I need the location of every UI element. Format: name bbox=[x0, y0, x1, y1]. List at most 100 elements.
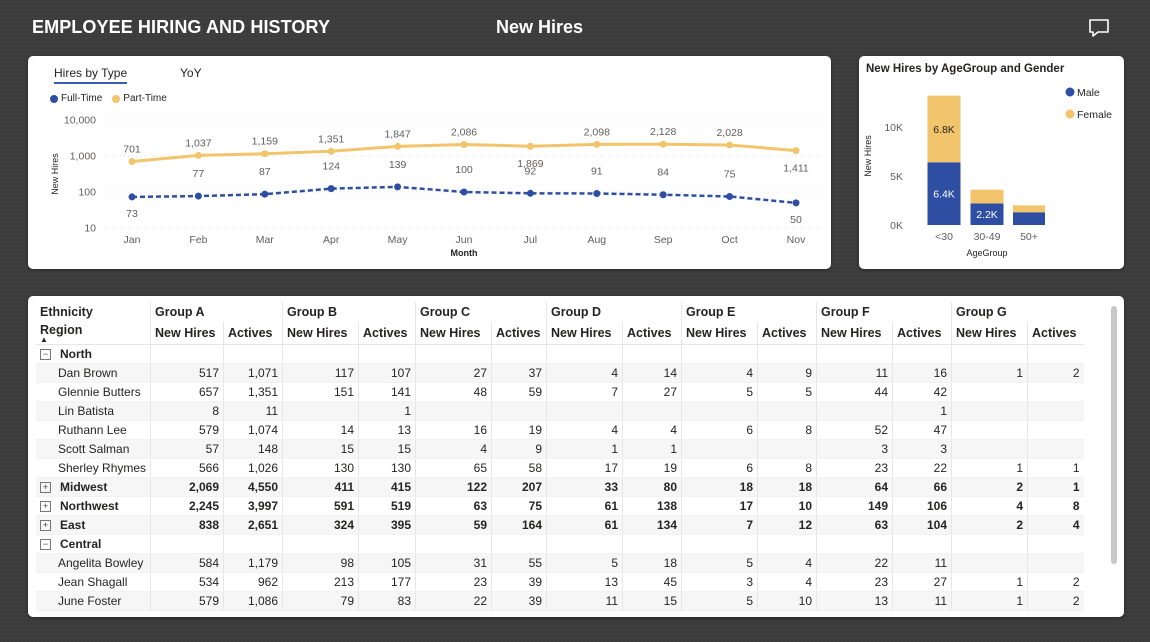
expand-icon[interactable]: + bbox=[40, 482, 51, 494]
data-point-full-time bbox=[792, 199, 800, 207]
bar-segment-male bbox=[927, 162, 961, 225]
data-point-part-time bbox=[792, 147, 800, 155]
tab-hires-by-type[interactable]: Hires by Type bbox=[54, 66, 128, 84]
legend-item-part-time[interactable]: Part-Time bbox=[112, 93, 167, 104]
table-cell: 3 bbox=[681, 572, 758, 592]
table-cell: 22 bbox=[892, 458, 952, 478]
column-header-measure[interactable]: Actives bbox=[358, 322, 416, 345]
column-header-measure[interactable]: Actives bbox=[223, 322, 283, 345]
table-cell bbox=[951, 439, 1028, 459]
table-cell: 411 bbox=[282, 477, 359, 497]
table-cell bbox=[816, 344, 893, 364]
bar-segment-female bbox=[927, 95, 961, 163]
data-label-part-time: 1,869 bbox=[517, 158, 543, 170]
table-cell: 117 bbox=[282, 363, 359, 383]
table-cell: 106 bbox=[892, 496, 952, 516]
data-point-part-time bbox=[194, 151, 202, 159]
column-header-measure[interactable]: Actives bbox=[757, 322, 817, 345]
table-cell bbox=[1027, 553, 1084, 573]
table-cell: 27 bbox=[892, 572, 952, 592]
table-cell: 141 bbox=[358, 382, 416, 402]
x-tick-label: Apr bbox=[323, 234, 340, 246]
column-header-measure[interactable]: New Hires bbox=[816, 322, 893, 345]
expand-icon[interactable]: + bbox=[40, 520, 51, 532]
table-cell: 1 bbox=[358, 401, 416, 421]
table-cell: 1,179 bbox=[223, 553, 283, 573]
table-cell: 37 bbox=[491, 363, 547, 383]
column-header-ethnicity[interactable]: Ethnicity bbox=[40, 305, 93, 319]
table-cell: 55 bbox=[491, 553, 547, 573]
column-header-measure[interactable]: Actives bbox=[622, 322, 682, 345]
column-header-measure[interactable]: New Hires bbox=[282, 322, 359, 345]
table-cell bbox=[415, 534, 492, 554]
column-header-group[interactable]: Group D bbox=[546, 302, 682, 322]
table-cell: 2,069 bbox=[150, 477, 224, 497]
row-header-region[interactable]: + Northwest bbox=[36, 496, 151, 516]
vertical-scrollbar[interactable] bbox=[1111, 306, 1117, 564]
table-row: + Northwest 2,245 3,997 591 519 63 75 61 138 17 10 1… bbox=[36, 496, 1084, 516]
data-label-part-time: 701 bbox=[123, 144, 141, 156]
column-header-group[interactable]: Group G bbox=[951, 302, 1084, 322]
table-cell bbox=[951, 401, 1028, 421]
table-cell: 149 bbox=[816, 496, 893, 516]
comment-icon[interactable] bbox=[1087, 17, 1111, 39]
table-cell bbox=[951, 420, 1028, 440]
column-header-group[interactable]: Group E bbox=[681, 302, 817, 322]
hires-matrix: Ethnicity Group A Group B Group C Group D Gro… bbox=[36, 302, 1084, 611]
row-header-employee: Ruthann Lee bbox=[36, 420, 151, 440]
table-cell: 584 bbox=[150, 553, 224, 573]
x-tick-label: Aug bbox=[587, 234, 606, 246]
table-cell: 80 bbox=[622, 477, 682, 497]
column-header-measure[interactable]: New Hires bbox=[681, 322, 758, 345]
column-header-measure[interactable]: New Hires bbox=[415, 322, 492, 345]
collapse-icon[interactable]: − bbox=[40, 349, 51, 361]
column-header-measure[interactable]: New Hires bbox=[546, 322, 623, 345]
column-header-measure[interactable]: New Hires bbox=[150, 322, 224, 345]
table-cell: 591 bbox=[282, 496, 359, 516]
table-cell: 15 bbox=[358, 439, 416, 459]
table-cell: 47 bbox=[892, 420, 952, 440]
collapse-icon[interactable]: − bbox=[40, 539, 51, 551]
expand-icon[interactable]: + bbox=[40, 501, 51, 513]
table-cell: 207 bbox=[491, 477, 547, 497]
table-cell bbox=[1027, 344, 1084, 364]
table-cell bbox=[1027, 382, 1084, 402]
y-tick-label: 10,000 bbox=[64, 115, 96, 127]
row-header-region[interactable]: + East bbox=[36, 515, 151, 535]
row-header-region[interactable]: + Midwest bbox=[36, 477, 151, 497]
data-point-full-time bbox=[526, 189, 534, 197]
table-cell: 1 bbox=[892, 401, 952, 421]
tab-yoy[interactable]: YoY bbox=[180, 66, 202, 80]
table-row: − Central bbox=[36, 534, 1084, 554]
y-tick-label: 0K bbox=[890, 220, 903, 232]
row-header-region[interactable]: − North bbox=[36, 344, 151, 364]
table-cell: 11 bbox=[892, 591, 952, 611]
column-header-group[interactable]: Group C bbox=[415, 302, 547, 322]
data-label-full-time: 84 bbox=[657, 167, 669, 179]
legend-item-full-time[interactable]: Full-Time bbox=[50, 93, 102, 104]
table-cell: 27 bbox=[622, 382, 682, 402]
table-cell: 517 bbox=[150, 363, 224, 383]
row-header-region[interactable]: − Central bbox=[36, 534, 151, 554]
column-header-measure[interactable]: Actives bbox=[491, 322, 547, 345]
data-label-part-time: 2,098 bbox=[584, 126, 610, 138]
data-label-part-time: 2,128 bbox=[650, 126, 676, 138]
column-header-measure[interactable]: Actives bbox=[1027, 322, 1084, 345]
column-header-group[interactable]: Group F bbox=[816, 302, 952, 322]
column-header-group[interactable]: Group B bbox=[282, 302, 416, 322]
table-cell: 105 bbox=[358, 553, 416, 573]
table-cell bbox=[892, 344, 952, 364]
column-header-measure[interactable]: Actives bbox=[892, 322, 952, 345]
table-cell: 18 bbox=[622, 553, 682, 573]
table-cell: 122 bbox=[415, 477, 492, 497]
column-header-region[interactable]: Region ▲ bbox=[36, 322, 151, 345]
table-cell bbox=[681, 534, 758, 554]
table-cell: 5 bbox=[681, 591, 758, 611]
column-header-measure[interactable]: New Hires bbox=[951, 322, 1028, 345]
legend-label-female: Female bbox=[1077, 109, 1112, 121]
table-cell bbox=[622, 401, 682, 421]
table-cell: 2,651 bbox=[223, 515, 283, 535]
column-header-group[interactable]: Group A bbox=[150, 302, 283, 322]
table-cell: 65 bbox=[415, 458, 492, 478]
legend-marker-female bbox=[1065, 109, 1075, 119]
